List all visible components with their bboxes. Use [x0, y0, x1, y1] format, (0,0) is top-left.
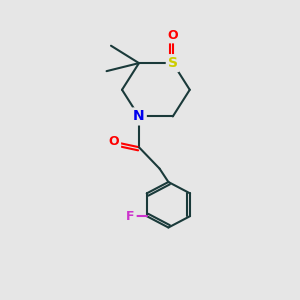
Text: O: O [167, 28, 178, 41]
Text: N: N [133, 110, 145, 123]
Text: F: F [126, 210, 135, 223]
Text: O: O [109, 135, 119, 148]
Text: S: S [168, 56, 178, 70]
